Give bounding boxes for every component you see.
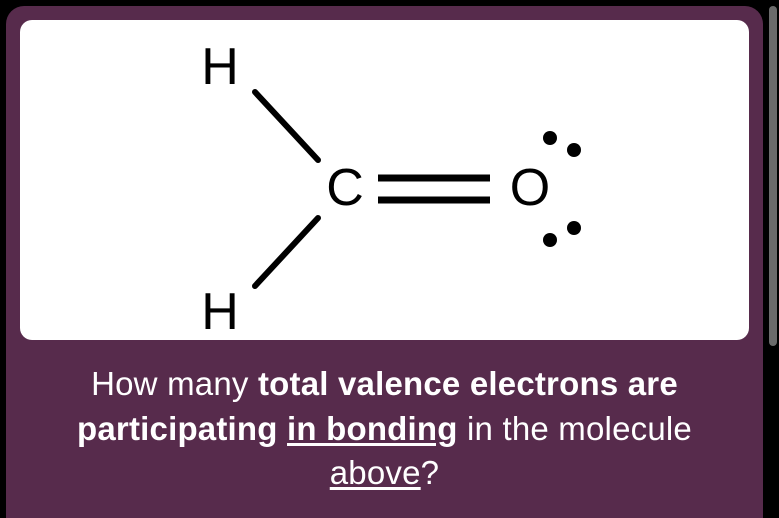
atom-h-top: H — [201, 38, 239, 96]
question-seg4: in the molecule — [458, 410, 692, 447]
question-card: H H C O How many total valence electrons… — [6, 6, 763, 518]
lone-pair-dot — [543, 233, 557, 247]
question-seg1: How many — [91, 365, 258, 402]
lone-pair-dot — [567, 221, 581, 235]
question-seg3: in bonding — [287, 410, 458, 447]
question-seg6: ? — [421, 454, 440, 491]
scrollbar-track[interactable] — [769, 6, 777, 346]
atom-h-bottom: H — [201, 283, 239, 340]
bond-h-bottom-c — [255, 218, 318, 286]
atom-c: C — [326, 159, 364, 217]
question-seg5: above — [330, 454, 421, 491]
question-text: How many total valence electrons are par… — [6, 340, 763, 496]
bond-h-top-c — [255, 92, 318, 160]
lone-pair-dot — [543, 131, 557, 145]
molecule-diagram-panel: H H C O — [20, 20, 749, 340]
atom-o: O — [510, 159, 550, 217]
lewis-structure-svg: H H C O — [20, 20, 749, 340]
lone-pair-dot — [567, 143, 581, 157]
